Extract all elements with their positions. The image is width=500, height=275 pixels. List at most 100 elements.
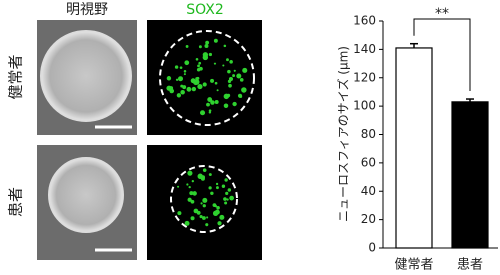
y-tick-label: 20 (361, 212, 376, 226)
green-cell (202, 52, 209, 58)
green-cell (182, 85, 187, 90)
green-cell (206, 216, 209, 219)
green-cell (214, 81, 218, 85)
green-cells (166, 38, 248, 227)
green-cell (201, 175, 206, 180)
y-tick-label: 100 (353, 99, 376, 113)
green-cell (207, 97, 213, 103)
green-cell (176, 93, 182, 98)
green-cell (208, 186, 212, 190)
green-cell (191, 180, 195, 183)
green-cell (226, 93, 231, 98)
green-cell (217, 221, 222, 226)
bar (395, 47, 433, 249)
green-cell (204, 43, 209, 48)
green-cell (210, 78, 215, 83)
green-cell (215, 182, 219, 186)
spheroid-outline (159, 30, 255, 126)
green-cell (169, 88, 175, 94)
green-cell (197, 84, 203, 90)
green-cell (191, 86, 197, 92)
row-label: 患者 (7, 187, 25, 217)
green-cell (213, 62, 217, 65)
green-cell (214, 204, 218, 208)
green-cell (212, 210, 219, 216)
green-cell (183, 70, 187, 73)
green-cell (242, 67, 248, 73)
green-cell (222, 64, 225, 67)
green-cell (174, 65, 179, 69)
green-cell (200, 202, 203, 205)
green-cell (216, 89, 219, 92)
green-cell (186, 183, 189, 186)
green-cell (214, 100, 219, 105)
green-cell (232, 74, 236, 78)
green-cell (194, 79, 200, 85)
green-cell (190, 216, 195, 221)
green-cell (229, 60, 233, 64)
green-cell (184, 220, 190, 226)
green-cell (199, 214, 203, 219)
green-cell (213, 38, 218, 43)
green-cell (192, 191, 197, 196)
y-tick-label: 160 (353, 14, 376, 28)
green-cell (178, 76, 184, 82)
green-cell (196, 68, 201, 72)
green-cell (241, 87, 247, 93)
y-tick-label: 120 (353, 70, 376, 84)
green-cell (202, 197, 208, 203)
green-cell (177, 185, 180, 188)
sox2-image (147, 20, 262, 135)
green-cell (221, 184, 226, 188)
row-label: 健常者 (7, 54, 25, 99)
y-tick-label: 140 (353, 42, 376, 56)
green-cell (228, 83, 232, 88)
green-cell (232, 101, 237, 107)
green-cell (189, 191, 194, 196)
column-label: SOX2 (186, 2, 224, 18)
green-cell (223, 197, 227, 201)
y-tick-label: 40 (361, 184, 376, 198)
spheroid (48, 157, 124, 233)
bar (451, 101, 489, 249)
x-tick-label: 患者 (457, 258, 483, 273)
green-cell (187, 197, 192, 202)
green-cell (229, 195, 234, 201)
y-tick-label: 80 (361, 127, 376, 141)
green-cell (216, 205, 220, 210)
green-cell (225, 191, 229, 196)
green-cell (195, 58, 199, 61)
spheroid (40, 30, 132, 122)
green-cell (208, 173, 212, 177)
green-cell (223, 103, 229, 109)
green-cell (226, 58, 229, 62)
column-label: 明視野 (66, 2, 108, 18)
y-tick-label: 60 (361, 155, 376, 169)
green-cell (219, 214, 225, 220)
green-cell (187, 170, 193, 176)
green-cell (208, 111, 212, 114)
green-cell (190, 199, 195, 204)
significance-label: ** (435, 6, 449, 22)
green-cell (239, 95, 243, 98)
green-cell (179, 66, 183, 69)
green-cell (210, 191, 214, 196)
green-cell (198, 45, 202, 49)
green-cell (208, 52, 213, 57)
green-cell (233, 69, 236, 72)
green-cell (239, 78, 244, 82)
green-cell (224, 178, 228, 182)
green-cell (226, 198, 229, 201)
green-cell (210, 100, 215, 105)
x-tick-label: 健常者 (394, 258, 433, 273)
green-cell (188, 185, 191, 189)
green-cell (202, 82, 207, 87)
spheroid-outline (170, 165, 238, 233)
green-cell (202, 168, 207, 172)
green-cell (175, 78, 179, 82)
green-cell (184, 60, 190, 66)
green-cell (180, 89, 185, 95)
green-cell (205, 223, 209, 227)
